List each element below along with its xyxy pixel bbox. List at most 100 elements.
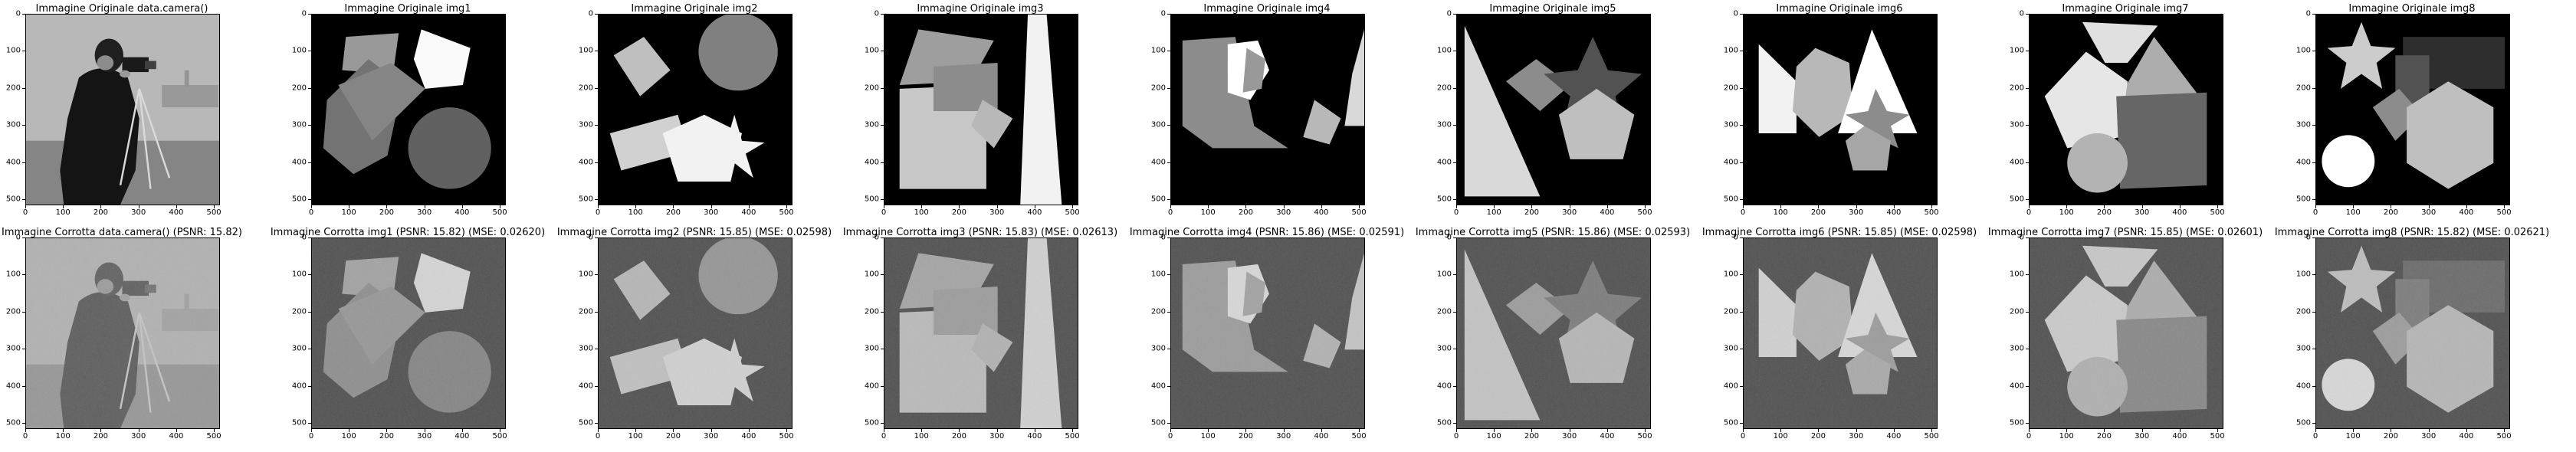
- y-tick-label: 0: [588, 9, 593, 18]
- x-tick-mark: [959, 205, 960, 208]
- y-tick-label: 0: [1446, 9, 1452, 18]
- y-tick-mark: [881, 311, 884, 313]
- image-content: [1457, 238, 1650, 428]
- x-tick-mark: [1072, 205, 1074, 208]
- x-tick-mark: [2029, 205, 2030, 208]
- y-tick-label: 400: [1436, 382, 1452, 391]
- x-tick-mark: [2428, 205, 2430, 208]
- x-tick-label: 300: [131, 432, 146, 441]
- y-tick-mark: [308, 162, 311, 163]
- image-plot: [598, 237, 792, 429]
- y-tick-mark: [22, 162, 25, 163]
- y-tick-label: 400: [5, 158, 21, 167]
- y-tick-mark: [1453, 87, 1456, 89]
- x-tick-mark: [2066, 205, 2068, 208]
- y-tick-mark: [308, 125, 311, 126]
- y-tick-mark: [881, 274, 884, 276]
- x-tick-label: 400: [169, 432, 184, 441]
- y-tick-mark: [1740, 14, 1743, 15]
- x-tick-label: 300: [417, 432, 432, 441]
- x-tick-mark: [921, 429, 923, 432]
- x-tick-mark: [2029, 429, 2030, 432]
- x-tick-label: 0: [2312, 208, 2318, 217]
- x-tick-label: 400: [1027, 432, 1042, 441]
- x-tick-label: 500: [1924, 208, 1939, 217]
- panel-title: Immagine Corrotta img7 (PSNR: 15.85) (MS…: [1987, 227, 2263, 238]
- x-tick-label: 300: [2421, 208, 2437, 217]
- y-tick-mark: [2312, 311, 2315, 313]
- x-tick-mark: [2466, 429, 2467, 432]
- x-tick-mark: [635, 205, 637, 208]
- x-tick-mark: [1321, 429, 1322, 432]
- y-tick-mark: [1740, 125, 1743, 126]
- y-tick-mark: [595, 162, 598, 163]
- y-tick-mark: [881, 162, 884, 163]
- y-tick-mark: [2026, 14, 2029, 15]
- x-tick-mark: [1743, 205, 1744, 208]
- y-tick-label: 0: [1446, 233, 1452, 242]
- y-tick-label: 200: [1723, 84, 1738, 93]
- y-tick-mark: [881, 125, 884, 126]
- y-tick-mark: [308, 237, 311, 238]
- x-tick-label: 500: [492, 208, 507, 217]
- panel-title: Immagine Originale img7: [2062, 3, 2189, 15]
- y-tick-label: 0: [15, 9, 21, 18]
- y-tick-mark: [1167, 311, 1170, 313]
- y-tick-label: 400: [2009, 158, 2024, 167]
- y-tick-label: 0: [588, 233, 593, 242]
- x-tick-label: 500: [492, 432, 507, 441]
- x-tick-label: 100: [628, 208, 643, 217]
- x-tick-label: 500: [2496, 208, 2512, 217]
- y-tick-label: 300: [578, 120, 593, 129]
- x-tick-label: 500: [1637, 432, 1652, 441]
- x-tick-mark: [1283, 205, 1285, 208]
- image-plot: [884, 237, 1078, 429]
- y-tick-mark: [1740, 311, 1743, 313]
- y-tick-mark: [595, 237, 598, 238]
- y-tick-mark: [2026, 125, 2029, 126]
- y-tick-label: 0: [1733, 233, 1738, 242]
- x-tick-mark: [1780, 429, 1782, 432]
- y-tick-mark: [1453, 237, 1456, 238]
- x-tick-label: 400: [741, 208, 756, 217]
- x-tick-label: 400: [454, 208, 470, 217]
- x-tick-mark: [2315, 205, 2316, 208]
- x-tick-mark: [2353, 205, 2354, 208]
- y-tick-label: 100: [2295, 46, 2311, 55]
- x-tick-mark: [1170, 429, 1171, 432]
- y-tick-mark: [1740, 423, 1743, 424]
- y-tick-label: 100: [578, 270, 593, 279]
- x-tick-mark: [1856, 429, 1857, 432]
- panel-title: Immagine Originale img6: [1776, 3, 1903, 15]
- y-tick-mark: [1167, 199, 1170, 201]
- x-tick-mark: [311, 205, 312, 208]
- x-tick-mark: [598, 205, 599, 208]
- y-tick-mark: [2312, 14, 2315, 15]
- x-tick-label: 500: [1065, 208, 1080, 217]
- x-tick-label: 400: [1886, 432, 1902, 441]
- x-tick-label: 200: [93, 432, 108, 441]
- panel-title: Immagine Corrotta img2 (PSNR: 15.85) (MS…: [556, 227, 832, 238]
- x-tick-label: 100: [1200, 432, 1216, 441]
- x-tick-label: 200: [379, 208, 394, 217]
- x-tick-label: 500: [1351, 208, 1367, 217]
- x-tick-mark: [1456, 429, 1457, 432]
- y-tick-label: 400: [864, 158, 879, 167]
- x-tick-label: 0: [881, 208, 887, 217]
- x-tick-mark: [2504, 205, 2505, 208]
- y-tick-mark: [308, 199, 311, 201]
- y-tick-label: 500: [1436, 195, 1452, 204]
- image-plot: [1743, 14, 1938, 205]
- image-plot: [598, 14, 792, 205]
- y-tick-label: 0: [1160, 233, 1166, 242]
- y-tick-label: 200: [2295, 84, 2311, 93]
- panel-title: Immagine Corrotta img4 (PSNR: 15.86) (MS…: [1129, 227, 1405, 238]
- image-content: [312, 238, 505, 428]
- y-tick-mark: [595, 125, 598, 126]
- x-tick-label: 300: [1562, 208, 1577, 217]
- x-tick-label: 100: [914, 208, 929, 217]
- image-content: [2316, 15, 2509, 205]
- y-tick-label: 200: [578, 84, 593, 93]
- y-tick-label: 400: [578, 158, 593, 167]
- y-tick-mark: [308, 311, 311, 313]
